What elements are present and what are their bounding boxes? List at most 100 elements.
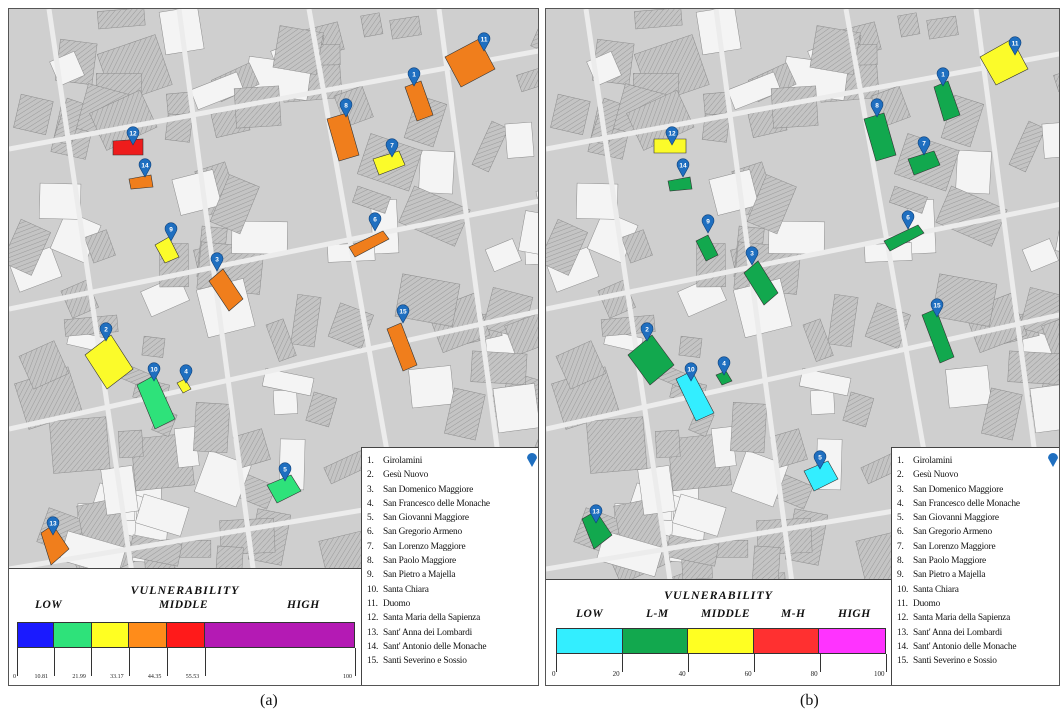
marker-10[interactable]: 10 [684, 362, 698, 382]
church-buildings [40, 38, 496, 566]
scale-tick-label: 100 [343, 674, 352, 680]
marker-11[interactable]: 11 [477, 32, 491, 52]
church-building-3[interactable] [208, 268, 244, 312]
church-building-8[interactable] [326, 112, 360, 162]
map-pin-icon [589, 504, 603, 524]
marker-11[interactable]: 11 [1008, 36, 1022, 56]
scale-tick-label: 40 [678, 670, 686, 678]
vulnerability-legend-b: VULNERABILITY LOW L-M MIDDLE M-H HIGH 0 20 40 60 8… [546, 579, 892, 685]
scale-tick-label: 0 [552, 670, 556, 678]
scale-tick-label: 0 [13, 674, 16, 680]
church-name: San Pietro a Majella [383, 570, 456, 581]
map-panel-b: 1 2 3 4 5 6 7 8 9 10 11 12 13 14 15 1. Girolamini 2. Gesù… [545, 8, 1060, 686]
church-list-item: 5. San Giovanni Maggiore [367, 513, 469, 524]
map-pin-icon [717, 356, 731, 376]
church-building-14[interactable] [667, 176, 693, 192]
marker-label: 12 [668, 131, 676, 138]
marker-1[interactable]: 1 [407, 67, 421, 87]
marker-3[interactable]: 3 [210, 252, 224, 272]
church-building-15[interactable] [921, 308, 955, 364]
marker-5[interactable]: 5 [813, 450, 827, 470]
marker-2[interactable]: 2 [99, 322, 113, 342]
map-pin-icon [901, 210, 915, 230]
scale-tick-label: 100 [874, 670, 885, 678]
marker-4[interactable]: 4 [179, 364, 193, 384]
map-pin-icon [147, 362, 161, 382]
church-building-4[interactable] [176, 378, 192, 394]
marker-9[interactable]: 9 [701, 214, 715, 234]
map-pin-icon [745, 246, 759, 266]
marker-14[interactable]: 14 [138, 158, 152, 178]
marker-12[interactable]: 12 [665, 126, 679, 146]
scale-segment [622, 629, 689, 653]
church-building-10[interactable] [136, 374, 176, 430]
marker-4[interactable]: 4 [717, 356, 731, 376]
marker-3[interactable]: 3 [745, 246, 759, 266]
church-building-6[interactable] [883, 224, 925, 252]
church-building-12[interactable] [112, 138, 144, 156]
marker-label: 1 [941, 72, 945, 79]
map-pin-icon [407, 67, 421, 87]
map-pin-icon [684, 362, 698, 382]
map-panel-a: 1 2 3 4 5 6 7 8 9 10 11 12 13 14 15 1. Girolamini 2. Gesù… [8, 8, 539, 686]
marker-label: 15 [933, 303, 941, 310]
church-name: Duomo [913, 598, 941, 609]
marker-13[interactable]: 13 [589, 504, 603, 524]
church-building-14[interactable] [128, 174, 154, 190]
marker-label: 13 [49, 521, 57, 528]
church-name: Santa Chiara [383, 584, 429, 595]
church-name: Gesù Nuovo [383, 470, 429, 481]
church-building-9[interactable] [154, 236, 180, 264]
church-list-item: 14. Sant' Antonio delle Monache [897, 641, 1017, 652]
scale-tick-line [556, 654, 557, 672]
church-name: Girolamini [913, 456, 953, 466]
church-name: Gesù Nuovo [913, 470, 959, 481]
marker-5[interactable]: 5 [278, 462, 292, 482]
church-building-2[interactable] [84, 334, 134, 390]
scale-segment [167, 623, 205, 647]
marker-9[interactable]: 9 [164, 222, 178, 242]
church-building-6[interactable] [348, 230, 390, 258]
marker-1[interactable]: 1 [936, 67, 950, 87]
category-label: L-M [646, 608, 669, 620]
marker-13[interactable]: 13 [46, 516, 60, 536]
map-pin-icon [1048, 453, 1058, 467]
scale-tick-label: 60 [744, 670, 752, 678]
marker-15[interactable]: 15 [396, 304, 410, 324]
map-pin-icon [278, 462, 292, 482]
church-building-2[interactable] [627, 334, 675, 386]
church-name: Sant' Anna dei Lombardi [383, 627, 472, 638]
church-building-11[interactable] [444, 38, 496, 88]
church-building-9[interactable] [695, 234, 719, 262]
marker-15[interactable]: 15 [930, 298, 944, 318]
marker-8[interactable]: 8 [870, 98, 884, 118]
marker-6[interactable]: 6 [901, 210, 915, 230]
vulnerability-color-scale [556, 628, 886, 654]
marker-10[interactable]: 10 [147, 362, 161, 382]
church-building-7[interactable] [907, 150, 941, 176]
marker-7[interactable]: 7 [385, 138, 399, 158]
church-list-item: 10. Santa Chiara [367, 584, 429, 595]
scale-segment [819, 629, 885, 653]
church-list-item: 12. Santa Maria della Sapienza [897, 613, 1011, 624]
marker-8[interactable]: 8 [339, 98, 353, 118]
marker-2[interactable]: 2 [640, 322, 654, 342]
church-name: San Domenico Maggiore [383, 484, 474, 495]
church-list-item: 2. Gesù Nuovo [897, 470, 959, 481]
church-building-5[interactable] [266, 474, 302, 504]
marker-7[interactable]: 7 [917, 136, 931, 156]
legend-title: VULNERABILITY [663, 588, 773, 602]
scale-tick-line [355, 648, 356, 676]
marker-label: 4 [184, 369, 188, 376]
church-building-3[interactable] [743, 260, 779, 306]
map-pin-icon [138, 158, 152, 178]
map-pin-icon [917, 136, 931, 156]
church-building-15[interactable] [386, 322, 418, 372]
marker-12[interactable]: 12 [126, 126, 140, 146]
vulnerability-color-scale [17, 622, 355, 648]
marker-14[interactable]: 14 [676, 158, 690, 178]
marker-label: 4 [722, 361, 726, 368]
marker-label: 10 [150, 367, 158, 374]
marker-6[interactable]: 6 [368, 212, 382, 232]
church-name: Santa Chiara [913, 584, 959, 595]
